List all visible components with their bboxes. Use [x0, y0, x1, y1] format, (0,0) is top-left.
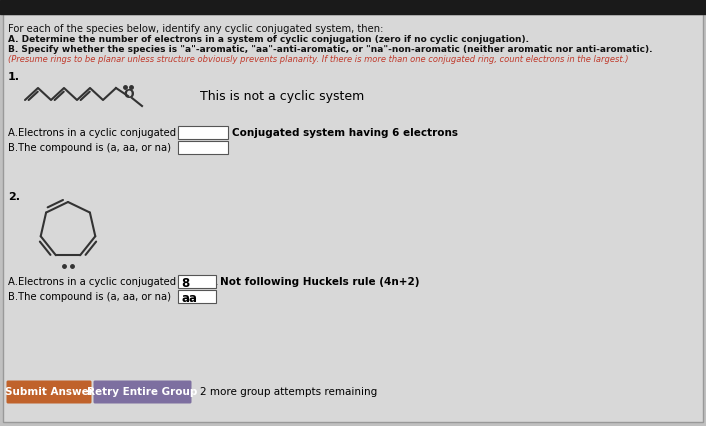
- Text: 8: 8: [181, 277, 189, 290]
- Text: This is not a cyclic system: This is not a cyclic system: [200, 90, 364, 103]
- Text: Conjugated system having 6 electrons: Conjugated system having 6 electrons: [232, 128, 458, 138]
- Text: Submit Answer: Submit Answer: [4, 387, 93, 397]
- Bar: [0, 0, 706, 14]
- Text: 1.: 1.: [8, 72, 20, 82]
- Bar: [178, 275, 216, 288]
- Bar: [178, 141, 228, 154]
- Text: O: O: [124, 89, 134, 101]
- Text: A.Electrons in a cyclic conjugated system.: A.Electrons in a cyclic conjugated syste…: [8, 277, 218, 287]
- Text: aa: aa: [181, 292, 197, 305]
- Text: 2.: 2.: [8, 192, 20, 202]
- Text: Not following Huckels rule (4n+2): Not following Huckels rule (4n+2): [220, 277, 419, 287]
- Text: A.Electrons in a cyclic conjugated system.: A.Electrons in a cyclic conjugated syste…: [8, 128, 218, 138]
- Text: (Presume rings to be planar unless structure obviously prevents planarity. If th: (Presume rings to be planar unless struc…: [8, 55, 628, 64]
- Text: B.The compound is (a, aa, or na): B.The compound is (a, aa, or na): [8, 292, 171, 302]
- Text: For each of the species below, identify any cyclic conjugated system, then:: For each of the species below, identify …: [8, 24, 383, 34]
- Text: 2 more group attempts remaining: 2 more group attempts remaining: [200, 387, 377, 397]
- Text: A. Determine the number of electrons in a system of cyclic conjugation (zero if : A. Determine the number of electrons in …: [8, 35, 529, 44]
- Bar: [178, 126, 228, 139]
- FancyBboxPatch shape: [6, 380, 92, 403]
- Bar: [178, 290, 216, 303]
- Text: B. Specify whether the species is "a"-aromatic, "aa"-anti-aromatic, or "na"-non-: B. Specify whether the species is "a"-ar…: [8, 45, 652, 54]
- Text: Retry Entire Group: Retry Entire Group: [87, 387, 197, 397]
- Text: B.The compound is (a, aa, or na): B.The compound is (a, aa, or na): [8, 143, 171, 153]
- FancyBboxPatch shape: [93, 380, 191, 403]
